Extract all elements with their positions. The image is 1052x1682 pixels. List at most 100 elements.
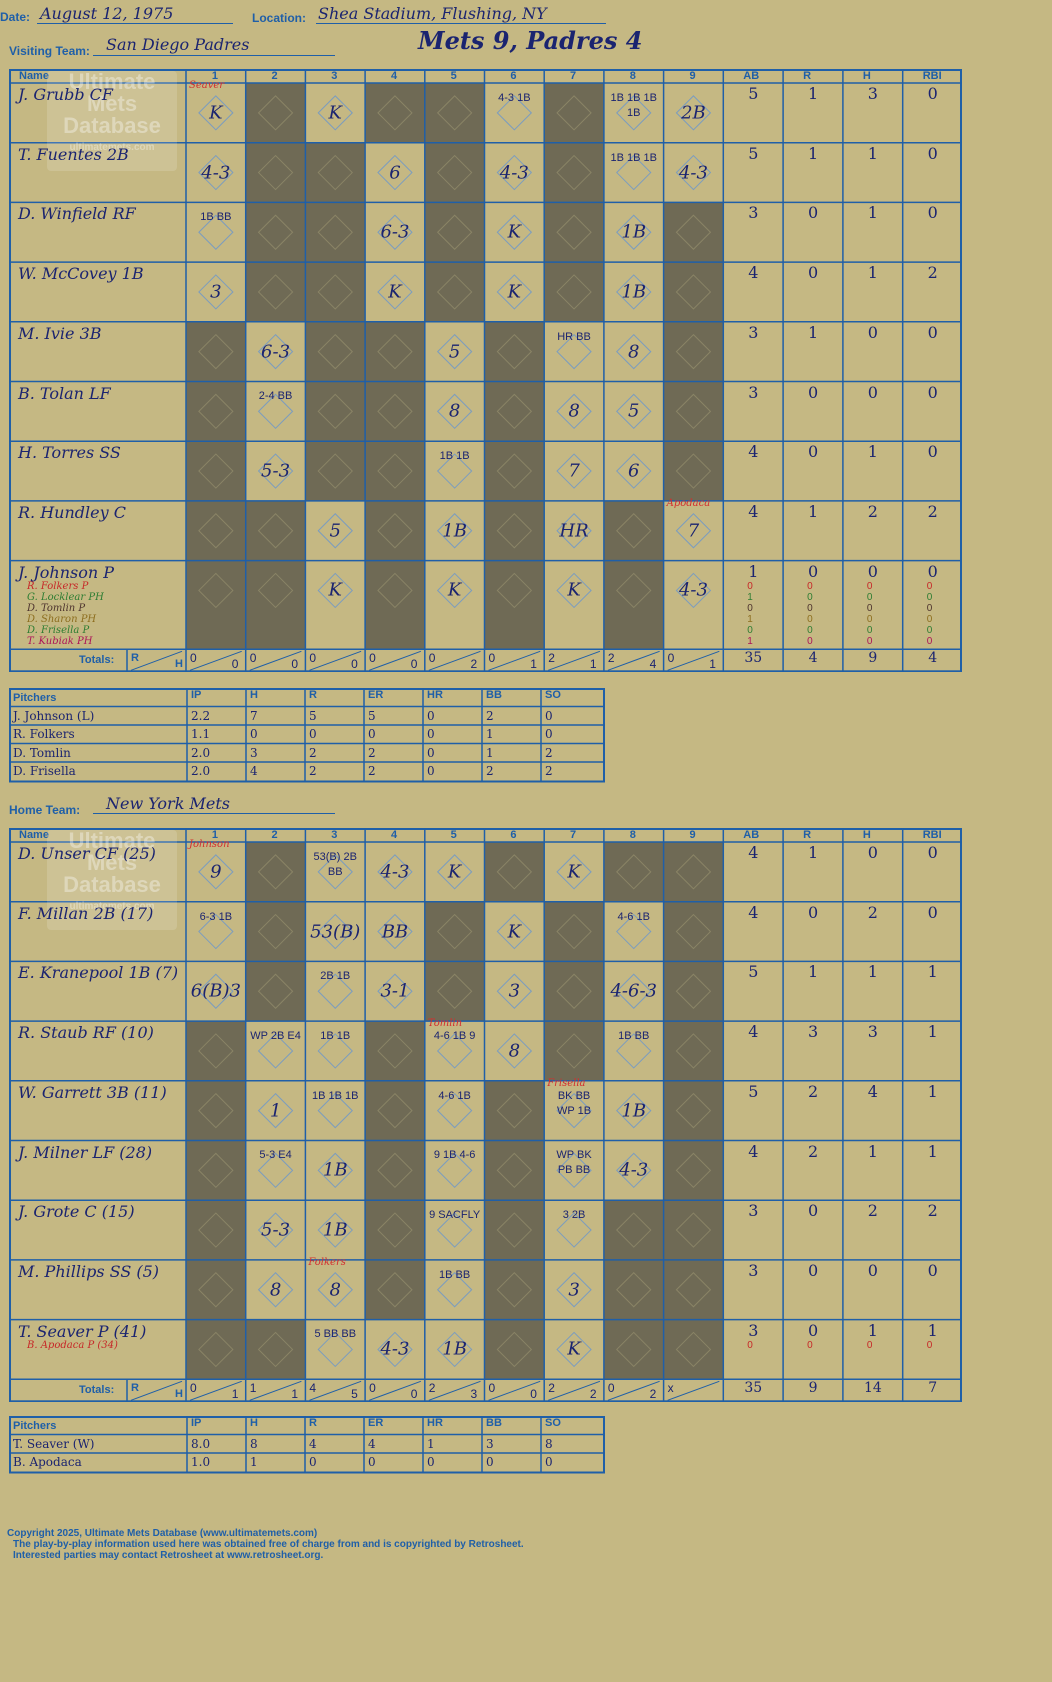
substitute-stat-ab: 0 (747, 624, 753, 636)
column-header: 8 (629, 70, 636, 82)
pitcher-stat: 1.0 (191, 1455, 211, 1469)
inning-cell (484, 1140, 545, 1201)
base-diamond (556, 1152, 592, 1189)
pitcher-stat: 2.0 (191, 764, 211, 778)
play-result: 1B (621, 1100, 647, 1122)
player-name: R. Staub RF (10) (18, 1023, 154, 1043)
base-diamond (436, 973, 473, 1009)
inning-cell (305, 262, 366, 322)
play-result: 8 (329, 1279, 341, 1301)
base-diamond (436, 214, 473, 250)
player-stat-h: 1 (867, 143, 878, 163)
inning-cell (245, 560, 306, 650)
base-diamond (317, 154, 353, 191)
player-stat-rbi: 0 (927, 902, 938, 922)
base-diamond (556, 333, 592, 370)
base-diamond (496, 913, 533, 950)
player-stat-r: 1 (808, 84, 819, 103)
play-result: 7 (687, 520, 700, 542)
play-result: 4-3 (201, 162, 231, 184)
totals-slash (428, 650, 481, 671)
player-stat-r: 0 (808, 263, 819, 283)
base-diamond (675, 513, 712, 549)
player-stat-rbi: 1 (927, 1022, 938, 1042)
base-diamond (675, 1272, 712, 1308)
totals-slash (548, 650, 601, 671)
substitute-stat-r: 0 (807, 635, 813, 647)
column-header: 3 (331, 829, 338, 841)
inning-cell (544, 262, 604, 322)
pitcher-column-header: HR (427, 1417, 443, 1429)
totals-r-label: R (131, 1382, 139, 1395)
play-result: 1B (322, 1159, 348, 1181)
base-diamond (198, 393, 234, 430)
base-diamond (377, 1092, 413, 1129)
player-stat-ab: 4 (748, 1022, 759, 1042)
inning-hits: 3 (470, 1387, 478, 1402)
base-diamond (257, 214, 294, 250)
substitute-name: B. Apodaca P (34) (27, 1339, 118, 1351)
base-diamond (198, 214, 234, 250)
play-result: 9 1B 4-6 (433, 1149, 476, 1162)
game-date: August 12, 1975 (40, 4, 174, 23)
player-stat-ab: 3 (748, 1201, 759, 1221)
base-diamond (257, 913, 294, 950)
inning-hits: 2 (589, 1387, 597, 1402)
column-header: AB (743, 70, 760, 82)
inning-runs: 2 (548, 651, 555, 666)
inning-cell (424, 901, 485, 962)
play-result: 1B 1B (320, 1029, 351, 1042)
column-header: 4 (390, 70, 398, 82)
substitute-stat-rbi: 0 (926, 613, 933, 625)
pitcher-stat: 4 (309, 1436, 317, 1451)
inning-cell (245, 841, 306, 902)
substitute-stat-h: 0 (866, 602, 873, 614)
base-diamond (675, 1092, 712, 1129)
base-diamond (317, 913, 353, 950)
base-diamond (675, 1331, 712, 1368)
player-stat-ab: 4 (748, 902, 759, 922)
substitute-stat-ab: 0 (747, 580, 753, 592)
inning-cell (245, 262, 306, 322)
play-result: K (447, 579, 462, 601)
base-diamond (436, 1092, 473, 1129)
home-scorecard: Name 1 2 3 4 5 6 7 8 9 AB R H RBI Ultimate Mets Database… (9, 828, 962, 1404)
inning-cell (424, 82, 485, 143)
base-diamond (377, 1212, 413, 1248)
column-header: 6 (510, 829, 517, 841)
inning-runs: 0 (309, 651, 317, 666)
play-result: 1B BB (618, 1029, 650, 1042)
inning-cell (424, 961, 485, 1022)
base-diamond (556, 393, 592, 430)
inning-cell (186, 1319, 246, 1380)
base-diamond (556, 1212, 592, 1248)
player-name: M. Phillips SS (5) (18, 1261, 160, 1281)
inning-cell (484, 1319, 545, 1380)
player-stat-r: 0 (808, 1260, 819, 1280)
base-diamond (556, 214, 592, 250)
base-diamond (377, 513, 413, 549)
watermark-url: ultimatemets.com (69, 142, 155, 153)
column-header: Name (19, 70, 49, 82)
pitcher-column-header: H (250, 1417, 258, 1429)
inning-cell (663, 1080, 724, 1141)
player-stat-ab: 5 (748, 962, 759, 982)
inning-cell (365, 381, 425, 442)
player-stat-h: 2 (867, 1201, 878, 1221)
inning-cell (365, 1021, 425, 1081)
play-result: K (328, 102, 342, 124)
base-diamond (317, 572, 353, 609)
substitute-name: D. Sharon PH (27, 613, 97, 625)
player-name: B. Tolan LF (18, 383, 111, 403)
play-result: 1B 1B 1B (610, 151, 657, 164)
column-header: 2 (271, 829, 278, 841)
player-name: D. Unser CF (25) (18, 844, 156, 863)
inning-cell (484, 381, 545, 442)
totals-slash (607, 1380, 660, 1401)
play-result: 1B 1B 1B (312, 1089, 359, 1102)
base-diamond (377, 333, 413, 370)
player-stat-rbi: 0 (927, 843, 938, 862)
play-result: 4-6-3 (610, 980, 658, 1002)
pitcher-stat: 8.0 (191, 1436, 211, 1451)
player-stat-rbi: 2 (927, 263, 938, 283)
